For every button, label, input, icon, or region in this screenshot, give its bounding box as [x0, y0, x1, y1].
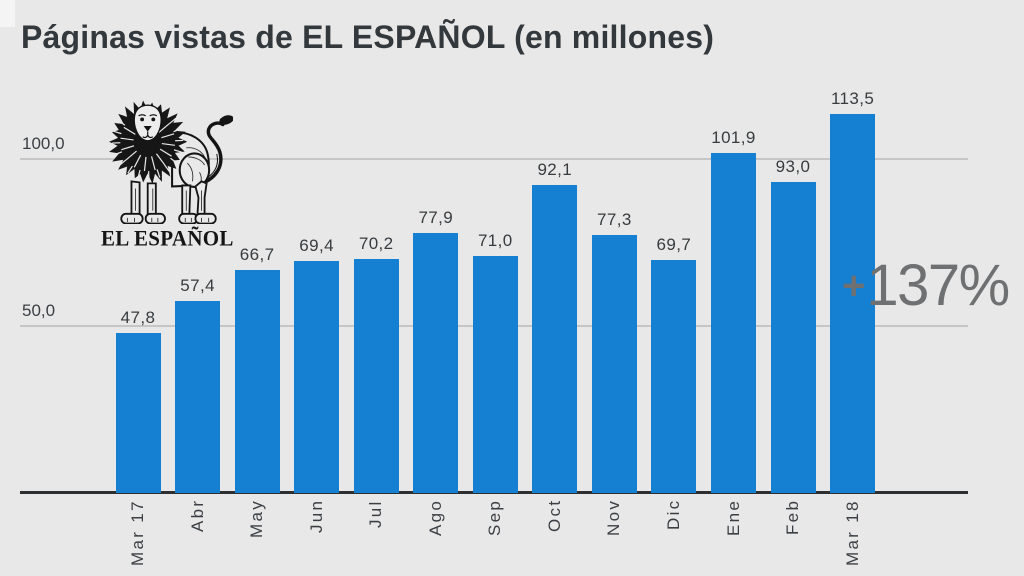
- logo-wordmark: EL ESPAÑOL: [101, 225, 234, 251]
- bar-value-label: 77,3: [597, 209, 632, 229]
- lion-face: [133, 104, 162, 142]
- bar-value-label: 69,4: [299, 236, 334, 256]
- bar-value-label: 92,1: [537, 160, 573, 180]
- bar-jun: [294, 261, 340, 493]
- y-axis-tick-label: 50,0: [22, 301, 56, 320]
- chart-title: Páginas vistas de EL ESPAÑOL (en millone…: [21, 19, 715, 55]
- bar-dic: [651, 260, 697, 493]
- lion-mane: [109, 100, 188, 184]
- bar-value-label: 71,0: [477, 230, 513, 250]
- x-axis-label-abr: Abr: [187, 499, 207, 533]
- lion-icon: [109, 100, 233, 224]
- bar-value-label: 69,7: [656, 235, 692, 255]
- x-axis-label-ago: Ago: [425, 499, 445, 537]
- el-espanol-lion-logo: EL ESPAÑOL: [101, 92, 233, 255]
- bar-sep: [472, 255, 518, 493]
- bar-value-label: 70,2: [358, 233, 394, 253]
- bar-ago: [413, 232, 459, 493]
- bar-jul: [353, 258, 399, 493]
- growth-annotation: + 137%: [842, 251, 1010, 321]
- gridline-100: [20, 158, 968, 160]
- x-axis-label-jul: Jul: [366, 499, 386, 528]
- bar-nov: [591, 234, 637, 493]
- y-axis-tick-label: 100,0: [22, 134, 65, 153]
- screen-artifact: [0, 0, 15, 27]
- x-axis-label-mar-17: Mar 17: [128, 499, 147, 566]
- bar-value-label: 101,9: [711, 127, 756, 147]
- bar-abr: [175, 301, 221, 493]
- lion-body-hatching: [126, 147, 210, 222]
- bar-value-label: 47,8: [120, 308, 156, 328]
- bar-value-label: 113,5: [830, 88, 875, 108]
- lion-mane-texture: [112, 117, 184, 180]
- lion-tail: [199, 115, 233, 186]
- bar-value-label: 77,9: [418, 207, 454, 227]
- x-axis-label-dic: Dic: [663, 499, 683, 531]
- bar-mar-18: [830, 113, 876, 493]
- plus-sign: +: [842, 264, 866, 308]
- x-axis-label-may: May: [247, 499, 267, 539]
- bar-oct: [532, 185, 578, 493]
- bar-may: [234, 270, 280, 493]
- bar-value-label: 66,7: [239, 245, 275, 265]
- x-axis-label-jun: Jun: [306, 499, 326, 534]
- x-axis-label-sep: Sep: [485, 499, 505, 537]
- x-axis-label-nov: Nov: [604, 499, 624, 537]
- bar-ene: [711, 152, 756, 493]
- x-axis-label-feb: Feb: [783, 499, 802, 536]
- bar-mar-17: [115, 333, 161, 493]
- bar-value-label: 93,0: [775, 157, 811, 177]
- bar-value-label: 57,4: [180, 276, 215, 296]
- x-axis-label-oct: Oct: [544, 499, 564, 533]
- x-axis-label-mar-18: Mar 18: [842, 499, 862, 566]
- x-axis-label-ene: Ene: [723, 499, 743, 537]
- bar-feb: [770, 182, 816, 493]
- growth-value: 137%: [866, 253, 1010, 318]
